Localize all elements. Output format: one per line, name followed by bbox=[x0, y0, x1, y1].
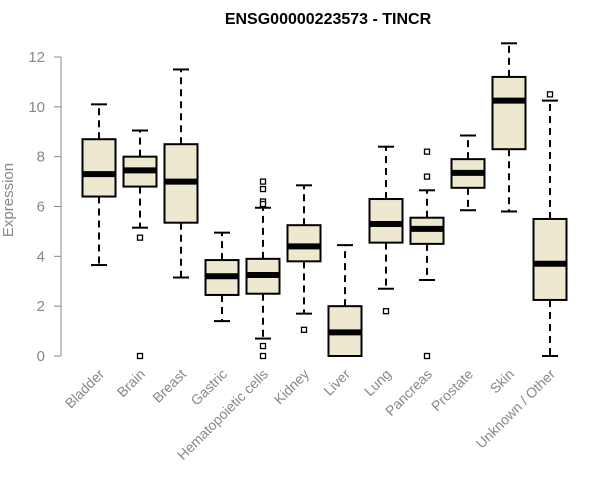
x-category-label: Prostate bbox=[428, 366, 476, 414]
box-9 bbox=[450, 134, 486, 212]
outlier-point bbox=[546, 91, 554, 98]
outlier-point bbox=[136, 352, 144, 360]
box-6 bbox=[327, 244, 363, 357]
y-tick-label: 12 bbox=[28, 49, 45, 66]
outlier-point bbox=[300, 326, 308, 333]
y-axis: 0 2 4 6 8 10 12 bbox=[28, 49, 62, 365]
outlier-point bbox=[423, 148, 431, 155]
x-category-label: Breast bbox=[149, 366, 189, 406]
y-tick-label: 4 bbox=[37, 248, 45, 265]
box-1 bbox=[122, 129, 158, 360]
box-8 bbox=[409, 148, 445, 360]
box-iqr bbox=[81, 138, 117, 198]
box-3 bbox=[204, 231, 240, 323]
x-category-label: Brain bbox=[114, 366, 148, 400]
y-tick-label: 8 bbox=[37, 149, 45, 166]
x-category-label: Skin bbox=[487, 366, 518, 397]
y-tick-label: 6 bbox=[37, 199, 45, 216]
outlier-point bbox=[259, 352, 267, 360]
box-5 bbox=[286, 184, 322, 333]
y-tick-label: 10 bbox=[28, 99, 45, 116]
box-iqr bbox=[491, 75, 527, 151]
x-category-label: Liver bbox=[320, 366, 353, 399]
y-tick-label: 2 bbox=[37, 298, 45, 315]
y-tick-label: 0 bbox=[37, 348, 45, 365]
box-iqr bbox=[368, 198, 404, 244]
x-category-label: Kidney bbox=[271, 366, 313, 408]
box-2 bbox=[163, 68, 199, 279]
box-iqr bbox=[286, 224, 322, 263]
y-axis-title: Expression bbox=[0, 163, 17, 237]
chart-title: ENSG00000223573 - TINCR bbox=[225, 11, 432, 28]
outlier-point bbox=[259, 200, 267, 208]
outlier-point bbox=[423, 352, 431, 360]
box-4 bbox=[245, 178, 281, 360]
box-7 bbox=[368, 145, 404, 315]
x-category-label: Bladder bbox=[62, 366, 108, 412]
box-0 bbox=[81, 103, 117, 267]
outlier-point bbox=[136, 234, 144, 241]
outlier-point bbox=[259, 342, 267, 350]
box-11 bbox=[532, 91, 568, 357]
outlier-point bbox=[382, 307, 390, 315]
x-category-label: Lung bbox=[361, 366, 394, 399]
box-10 bbox=[491, 42, 527, 213]
box-iqr bbox=[532, 217, 568, 301]
outlier-point bbox=[259, 178, 267, 185]
outlier-point bbox=[259, 185, 267, 193]
boxes-group bbox=[81, 42, 568, 360]
outlier-point bbox=[423, 173, 431, 180]
